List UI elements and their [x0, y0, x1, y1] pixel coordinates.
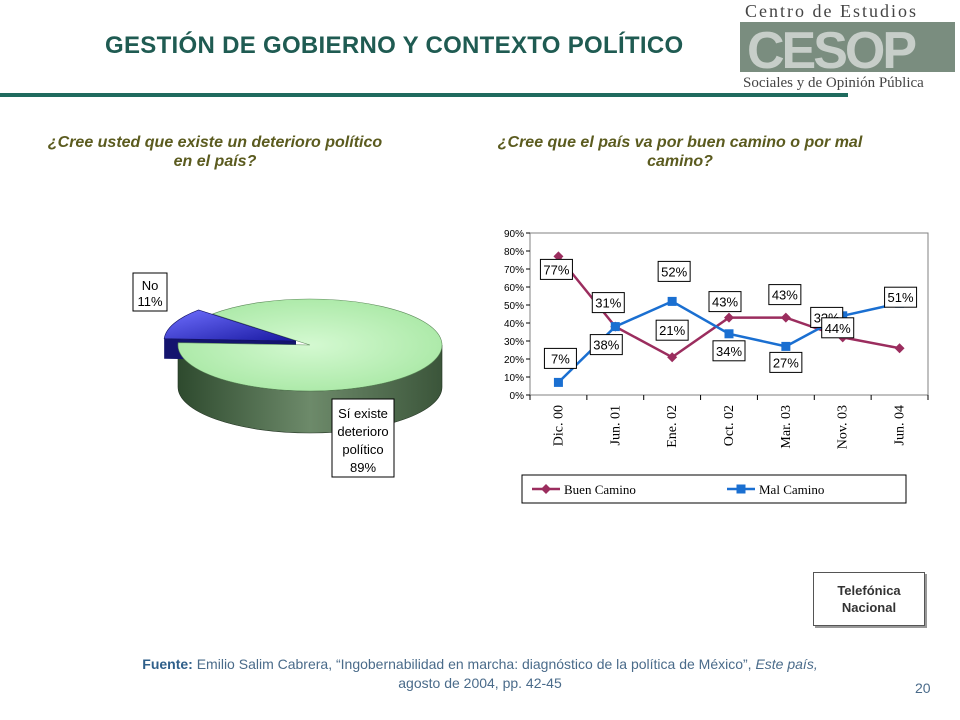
data-label-box	[543, 347, 577, 369]
data-label: 38%	[593, 338, 619, 353]
pie-question: ¿Cree usted que existe un deterioro polí…	[47, 134, 383, 170]
data-label-box	[712, 340, 746, 362]
pie-label-si-box	[331, 398, 395, 478]
y-tick-label: 70%	[504, 265, 524, 276]
data-label: 51%	[888, 290, 914, 305]
x-tick-label: Jun. 04	[893, 405, 908, 445]
survey-type-badge: Telefónica Nacional	[813, 572, 925, 626]
pie-label-si-line: político	[342, 442, 383, 457]
line-chart: 0% 10% 20% 30% 40% 50% 60% 70% 80% 90% Dic. 00 Jun.…	[504, 229, 929, 504]
source-note: Fuente: Emilio Salim Cabrera, “Ingoberna…	[60, 655, 900, 693]
logo-bottom-text: Sociales y de Opinión Pública	[743, 75, 924, 91]
data-point-buen-camino	[724, 312, 734, 323]
legend	[521, 474, 907, 504]
y-tick-label: 30%	[504, 337, 524, 348]
data-label: 77%	[543, 262, 569, 277]
badge-line-2: Nacional	[841, 600, 897, 615]
legend-label: Mal Camino	[759, 482, 824, 497]
x-tick-label: Dic. 00	[551, 405, 566, 446]
data-label: 21%	[659, 323, 685, 338]
data-label-box	[591, 292, 625, 314]
data-label-box	[539, 258, 573, 280]
x-tick-label: Jun. 01	[608, 405, 623, 445]
pie-label-si-line: deterioro	[337, 424, 388, 439]
data-label-box	[655, 319, 689, 341]
y-tick-label: 20%	[504, 355, 524, 366]
data-label: 43%	[712, 295, 738, 310]
legend-marker	[541, 484, 551, 494]
data-point-mal-camino	[724, 329, 734, 339]
page-title: GESTIÓN DE GOBIERNO Y CONTEXTO POLÍTICO	[105, 32, 684, 59]
data-label-box	[884, 286, 918, 308]
data-label: 44%	[825, 321, 851, 336]
data-point-mal-camino	[610, 322, 620, 332]
data-label-box	[769, 351, 803, 373]
data-point-buen-camino	[667, 352, 678, 363]
y-tick-label: 90%	[504, 229, 524, 240]
data-label-box	[708, 291, 742, 313]
data-label-box	[657, 260, 691, 282]
data-label: 34%	[716, 344, 742, 359]
data-label: 31%	[595, 296, 621, 311]
logo-top-text: Centro de Estudios	[745, 1, 918, 21]
data-label: 43%	[772, 288, 798, 303]
pie-label-si-line: 89%	[350, 460, 376, 475]
data-point-mal-camino	[781, 341, 791, 351]
y-tick-label: 60%	[504, 283, 524, 294]
pie-label-no-line: 11%	[137, 294, 162, 309]
data-point-mal-camino	[553, 377, 563, 387]
header-divider	[0, 93, 848, 97]
pie-label-no-box	[132, 272, 168, 312]
badge-line-1: Telefónica	[837, 583, 901, 598]
y-tick-label: 80%	[504, 247, 524, 258]
source-publication: Este país,	[755, 656, 818, 672]
data-label-box	[768, 284, 802, 306]
x-tick-label: Oct. 02	[722, 405, 737, 446]
page-number: 20	[915, 680, 931, 696]
data-label-box	[821, 317, 855, 339]
data-point-buen-camino	[894, 343, 905, 354]
data-point-buen-camino	[780, 312, 791, 323]
pie-label-no-line: No	[142, 278, 159, 293]
source-date: agosto de 2004, pp. 42-45	[398, 675, 562, 691]
cesop-logo: Centro de Estudios CESOP Sociales y de O…	[740, 1, 955, 91]
data-label: 27%	[773, 355, 799, 370]
source-author: Emilio Salim Cabrera,	[196, 656, 333, 672]
logo-mark-text: CESOP	[747, 22, 915, 80]
data-label: 52%	[661, 264, 687, 279]
data-point-mal-camino	[667, 296, 677, 306]
y-tick-label: 0%	[510, 391, 525, 402]
logo-band	[740, 22, 955, 72]
y-tick-label: 50%	[504, 301, 524, 312]
line-question: ¿Cree que el país va por buen camino o p…	[497, 134, 863, 170]
data-label: 7%	[551, 351, 570, 366]
x-tick-label: Nov. 03	[836, 405, 851, 449]
data-label-box	[589, 334, 623, 356]
y-tick-label: 10%	[504, 373, 524, 384]
legend-label: Buen Camino	[564, 482, 636, 497]
x-tick-label: Ene. 02	[665, 405, 680, 448]
source-title: “Ingobernabilidad en marcha: diagnóstico…	[335, 656, 752, 672]
pie-label-si-line: Sí existe	[338, 406, 388, 421]
pie-slice-no	[163, 309, 297, 342]
y-tick-label: 40%	[504, 319, 524, 330]
pie-slice-si	[177, 298, 443, 392]
data-point-buen-camino	[553, 251, 564, 262]
x-tick-label: Mar. 03	[779, 405, 794, 449]
legend-marker	[736, 484, 746, 494]
source-label: Fuente:	[142, 656, 193, 672]
